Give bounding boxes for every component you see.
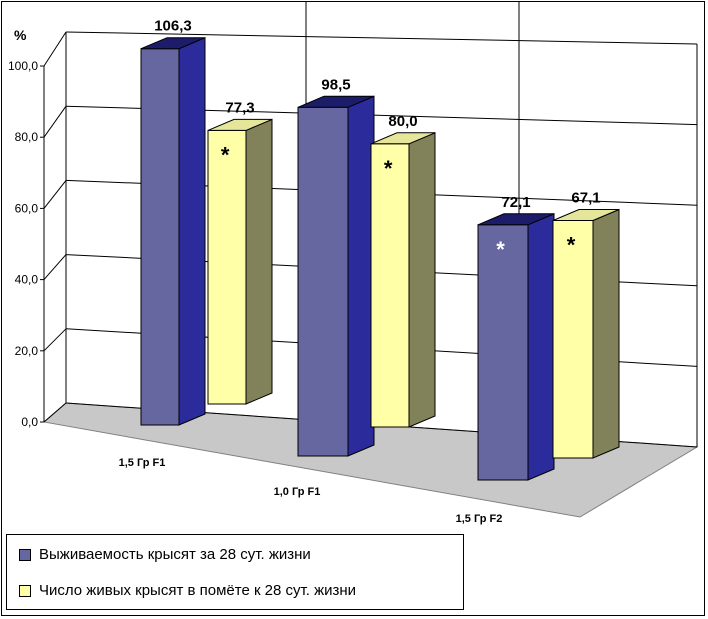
x-tick-label: 1,5 Гр F2	[456, 513, 503, 525]
bar-top	[477, 213, 555, 226]
significance-marker: *	[221, 142, 230, 167]
legend-label-live-pups: Число живых крысят в помёте к 28 сут. жи…	[39, 582, 357, 599]
chart-area: 0,0 20,0 40,0 60,0 80,0 100,0% 106,3 77,3 * 98,5 8…	[8, 1, 699, 525]
x-tick-label: 1,0 Гр F1	[274, 486, 321, 498]
legend-item-live-pups: Число живых крысят в помёте к 28 сут. жи…	[19, 582, 356, 599]
data-label: 72,1	[501, 194, 530, 211]
bar-top	[552, 209, 620, 221]
data-label: 80,0	[388, 113, 417, 130]
y-axis-label: %	[14, 27, 27, 43]
y-tick-label: 60,0	[15, 201, 39, 215]
y-tick-label: 80,0	[15, 130, 39, 144]
legend-swatch-live-pups	[19, 584, 31, 597]
side-wall	[44, 32, 66, 422]
data-label: 98,5	[321, 76, 350, 93]
legend-label-survival: Выживаемость крысят за 28 сут. жизни	[39, 546, 311, 563]
gridline-side	[43, 402, 67, 423]
gridline-side	[43, 31, 67, 67]
significance-marker: *	[384, 156, 393, 181]
bar-top	[297, 95, 375, 108]
y-tick-label: 40,0	[15, 273, 39, 287]
y-tick-label: 100,0	[8, 59, 38, 73]
gridline-side	[43, 328, 67, 352]
bar-side	[347, 95, 375, 457]
bar-top	[370, 132, 436, 145]
gridline-side	[43, 180, 67, 209]
bar	[207, 129, 247, 405]
bar-side	[592, 208, 620, 459]
data-label: 67,1	[571, 189, 600, 206]
bar-side	[408, 132, 436, 428]
bar-top	[140, 37, 206, 50]
bar	[297, 106, 349, 457]
data-label: 77,3	[225, 99, 254, 116]
gridline	[65, 31, 698, 45]
gridline-side	[43, 105, 67, 138]
bar	[552, 219, 594, 459]
data-label: 106,3	[154, 18, 192, 35]
bar-side	[527, 213, 555, 481]
significance-marker: *	[496, 237, 505, 262]
bar	[140, 48, 180, 426]
gridline-side	[43, 254, 67, 280]
x-tick-label: 1,5 Гр F1	[119, 457, 166, 469]
bar-top	[207, 118, 273, 131]
legend: Выживаемость крысят за 28 сут. жизни Чис…	[6, 534, 464, 610]
bar-side	[245, 118, 273, 405]
legend-item-survival: Выживаемость крысят за 28 сут. жизни	[19, 546, 311, 563]
bar	[370, 143, 410, 428]
bar	[477, 224, 529, 481]
y-tick-label: 20,0	[15, 344, 39, 358]
y-tick-label: 0,0	[21, 415, 38, 429]
bar-side	[178, 36, 206, 426]
significance-marker: *	[567, 232, 576, 257]
legend-swatch-survival	[19, 548, 31, 561]
